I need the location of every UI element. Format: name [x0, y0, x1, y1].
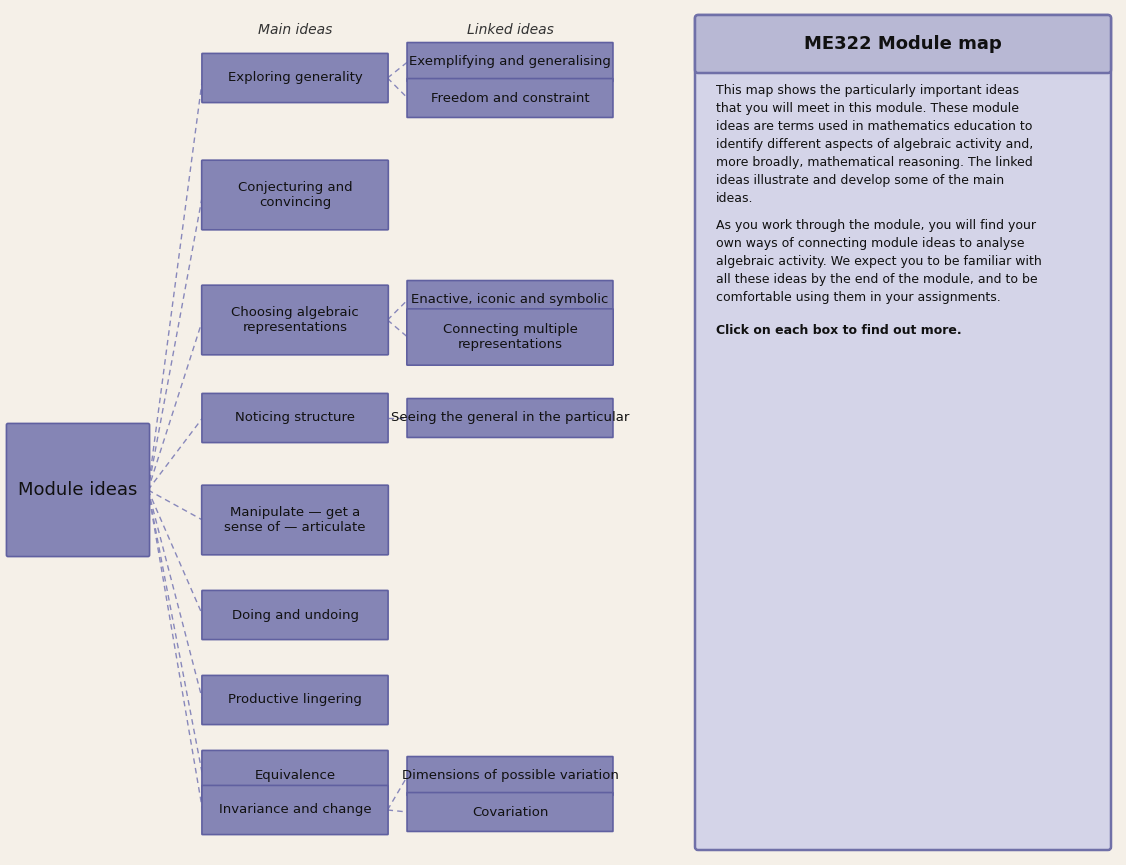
FancyBboxPatch shape: [406, 42, 613, 81]
Text: Freedom and constraint: Freedom and constraint: [430, 92, 589, 105]
FancyBboxPatch shape: [406, 757, 613, 796]
FancyBboxPatch shape: [202, 751, 388, 799]
FancyBboxPatch shape: [202, 785, 388, 835]
Text: Manipulate — get a
sense of — articulate: Manipulate — get a sense of — articulate: [224, 506, 366, 534]
Text: Module ideas: Module ideas: [18, 481, 137, 499]
FancyBboxPatch shape: [406, 792, 613, 831]
Text: As you work through the module, you will find your
own ways of connecting module: As you work through the module, you will…: [716, 219, 1042, 304]
Text: This map shows the particularly important ideas
that you will meet in this modul: This map shows the particularly importan…: [716, 84, 1034, 205]
FancyBboxPatch shape: [406, 280, 613, 319]
Text: Connecting multiple
representations: Connecting multiple representations: [443, 323, 578, 351]
Text: Main ideas: Main ideas: [258, 23, 332, 37]
Text: Noticing structure: Noticing structure: [235, 412, 355, 425]
FancyBboxPatch shape: [7, 424, 150, 556]
Text: Linked ideas: Linked ideas: [466, 23, 554, 37]
Text: Productive lingering: Productive lingering: [229, 694, 361, 707]
FancyBboxPatch shape: [202, 591, 388, 639]
FancyBboxPatch shape: [202, 485, 388, 554]
Text: Click on each box to find out more.: Click on each box to find out more.: [716, 324, 962, 337]
Text: Choosing algebraic
representations: Choosing algebraic representations: [231, 306, 359, 334]
FancyBboxPatch shape: [695, 15, 1111, 850]
FancyBboxPatch shape: [202, 394, 388, 443]
Text: Dimensions of possible variation: Dimensions of possible variation: [402, 770, 618, 783]
FancyBboxPatch shape: [695, 15, 1111, 73]
FancyBboxPatch shape: [406, 309, 614, 365]
Text: Doing and undoing: Doing and undoing: [232, 608, 358, 621]
FancyBboxPatch shape: [202, 54, 388, 103]
Text: Invariance and change: Invariance and change: [218, 804, 372, 817]
Text: Covariation: Covariation: [472, 805, 548, 818]
Text: Equivalence: Equivalence: [254, 768, 336, 781]
Text: ME322 Module map: ME322 Module map: [804, 35, 1002, 53]
Text: Exemplifying and generalising: Exemplifying and generalising: [409, 55, 611, 68]
Text: Conjecturing and
convincing: Conjecturing and convincing: [238, 181, 352, 209]
FancyBboxPatch shape: [202, 285, 388, 355]
Text: Exploring generality: Exploring generality: [227, 72, 363, 85]
Text: Seeing the general in the particular: Seeing the general in the particular: [391, 412, 629, 425]
FancyBboxPatch shape: [202, 160, 388, 230]
Text: Enactive, iconic and symbolic: Enactive, iconic and symbolic: [411, 293, 609, 306]
FancyBboxPatch shape: [406, 79, 613, 118]
FancyBboxPatch shape: [406, 399, 613, 438]
FancyBboxPatch shape: [202, 676, 388, 725]
